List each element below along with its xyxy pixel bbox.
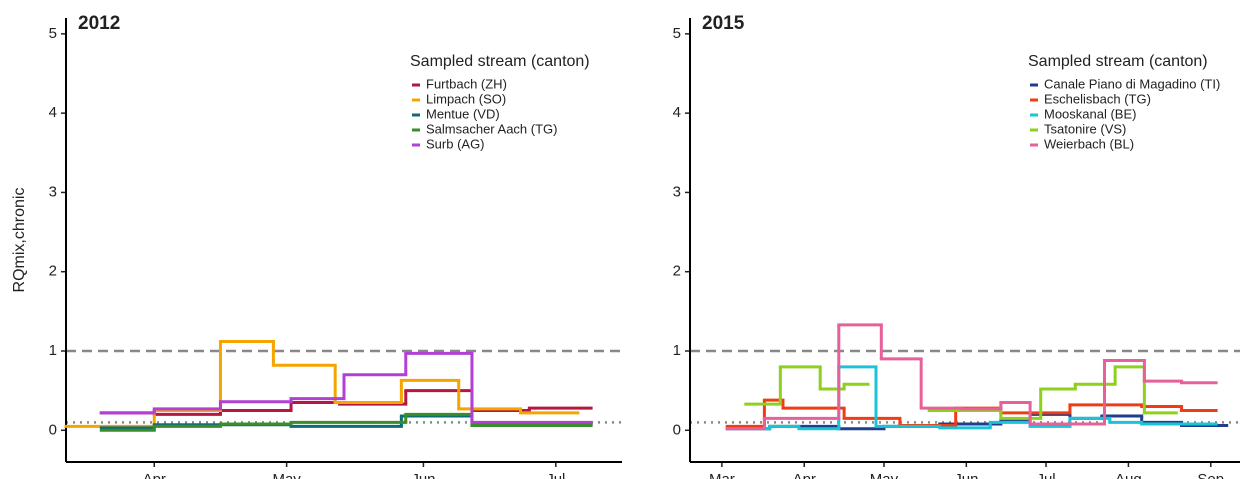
legend-label: Tsatonire (VS) [1044,121,1126,136]
x-tick-label: Jul [1036,471,1055,479]
legend-label: Limpach (SO) [426,91,506,106]
y-tick-label: 4 [49,104,57,121]
legend-label: Canale Piano di Magadino (TI) [1044,76,1220,91]
y-tick-label: 0 [49,421,57,438]
x-tick-label: Aug [1115,471,1142,479]
panel-title: 2015 [702,13,745,34]
y-axis-label: RQmix,chronic [11,188,28,293]
panel-title: 2012 [78,13,120,34]
y-tick-label: 2 [673,263,681,280]
legend-label: Eschelisbach (TG) [1044,91,1151,106]
legend-label: Furtbach (ZH) [426,76,507,91]
x-tick-label: May [870,471,899,479]
legend-label: Mentue (VD) [426,106,500,121]
y-tick-label: 3 [673,183,681,200]
y-tick-label: 0 [673,421,681,438]
x-tick-label: Jun [954,471,978,479]
legend-title: Sampled stream (canton) [1028,53,1208,70]
legend-label: Mooskanal (BE) [1044,106,1136,121]
y-tick-label: 3 [49,183,57,200]
y-tick-label: 5 [673,25,681,42]
y-tick-label: 5 [49,25,57,42]
legend-title: Sampled stream (canton) [410,53,590,70]
x-tick-label: Mar [709,471,735,479]
x-tick-label: Jun [411,471,435,479]
y-tick-label: 4 [673,104,681,121]
y-tick-label: 1 [49,342,57,359]
x-tick-label: Jul [546,471,565,479]
x-tick-label: Apr [143,471,166,479]
legend-label: Surb (AG) [426,136,485,151]
legend-label: Weierbach (BL) [1044,136,1134,151]
y-tick-label: 2 [49,263,57,280]
legend-label: Salmsacher Aach (TG) [426,121,558,136]
x-tick-label: Apr [793,471,816,479]
y-tick-label: 1 [673,342,681,359]
x-tick-label: Sep [1197,471,1224,479]
x-tick-label: May [272,471,301,479]
